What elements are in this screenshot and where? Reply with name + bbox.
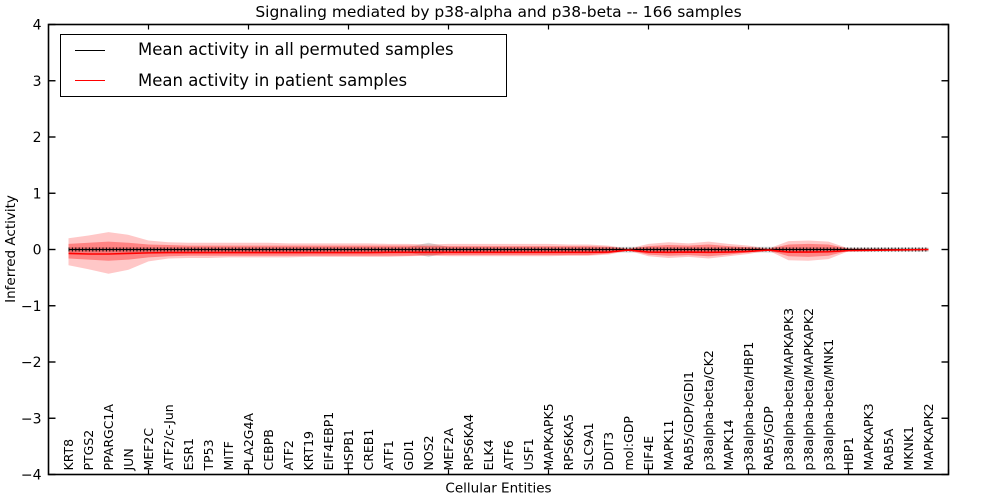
x-tick-label: CREB1 <box>361 429 376 471</box>
x-tick-label: DDIT3 <box>601 432 616 471</box>
legend-item-permuted: Mean activity in all permuted samples <box>61 40 506 59</box>
x-tick-label: PTGS2 <box>81 430 96 471</box>
x-tick-label: PLA2G4A <box>241 413 256 471</box>
x-tick-label: RAB5/GDP <box>761 406 776 471</box>
patient-line-swatch <box>75 80 105 82</box>
y-tick-label: 3 <box>33 74 42 90</box>
x-tick-label: ESR1 <box>181 438 196 470</box>
x-tick-label: RAB5A <box>881 428 896 470</box>
x-tick-label: ATF2/c-Jun <box>161 404 176 470</box>
x-tick-label: p38alpha-beta/CK2 <box>701 350 716 470</box>
y-tick-label: −4 <box>21 468 42 484</box>
legend: Mean activity in all permuted samples Me… <box>60 34 507 97</box>
x-tick-label: MAPK14 <box>721 419 736 470</box>
y-tick-label: −3 <box>21 411 42 427</box>
x-tick-label: HBP1 <box>841 437 856 470</box>
x-tick-label: PPARGC1A <box>101 404 116 471</box>
permuted-line-swatch <box>75 49 105 51</box>
chart-layers: 4 3 2 1 0 −1 −2 −3 −4 KRT8 PTGS2 PPARGC1A JUN MEF2C AT… <box>21 18 950 484</box>
x-tick-label: JUN <box>121 448 136 471</box>
legend-label-patient: Mean activity in patient samples <box>138 70 408 90</box>
x-tick-label: KRT8 <box>61 439 76 471</box>
x-tick-label: SLC9A1 <box>581 422 596 470</box>
x-tick-label: ATF2 <box>281 440 296 470</box>
y-tick-label: 2 <box>33 130 42 146</box>
y-axis-label: Inferred Activity <box>3 195 19 303</box>
x-tick-label: USF1 <box>521 438 536 470</box>
x-tick-label: p38alpha-beta/MAPKAPK3 <box>781 308 796 471</box>
x-tick-label: ATF6 <box>501 440 516 470</box>
x-tick-label: KRT19 <box>301 431 316 471</box>
x-tick-label: ELK4 <box>481 439 496 470</box>
x-tick-label: MAPKAPK5 <box>541 403 556 470</box>
y-tick-label: 4 <box>33 18 42 34</box>
x-axis-label: Cellular Entities <box>445 481 551 497</box>
x-tick-label: p38alpha-beta/MAPKAPK2 <box>801 308 816 471</box>
x-tick-label: RAB5/GDP/GDI1 <box>681 371 696 470</box>
legend-label-permuted: Mean activity in all permuted samples <box>138 40 454 59</box>
x-tick-label: mol:GDP <box>621 416 636 471</box>
x-tick-label: MITF <box>221 441 236 470</box>
x-tick-label: MAPKAPK2 <box>921 403 936 470</box>
chart-title: Signaling mediated by p38-alpha and p38-… <box>255 3 741 21</box>
x-tick-label: HSPB1 <box>341 429 356 470</box>
y-tick-label: −1 <box>21 299 42 315</box>
legend-item-patient: Mean activity in patient samples <box>61 70 506 90</box>
x-tick-label: TP53 <box>201 439 216 471</box>
x-tick-label: CEBPB <box>261 429 276 470</box>
patient-mean-line <box>68 248 929 255</box>
patient-inner-band <box>68 241 929 261</box>
x-tick-label: MAPKAPK3 <box>861 403 876 470</box>
x-tick-label: MKNK1 <box>901 426 916 470</box>
y-tick-label: 0 <box>33 243 42 259</box>
x-tick-label: MEF2A <box>441 428 456 471</box>
x-tick-label: NOS2 <box>421 435 436 470</box>
x-tick-label: EIF4E <box>641 436 656 471</box>
x-tick-label: p38alpha-beta/MNK1 <box>821 339 836 471</box>
x-tick-label: MEF2C <box>141 428 156 471</box>
x-tick-label: ATF1 <box>381 440 396 470</box>
x-tick-label: GDI1 <box>401 440 416 471</box>
y-tick-label: 1 <box>33 186 42 202</box>
x-tick-label: RPS6KA4 <box>461 414 476 471</box>
x-tick-label: MAPK11 <box>661 420 676 471</box>
x-tick-label: EIF4EBP1 <box>321 412 336 471</box>
y-tick-label: −2 <box>21 355 42 371</box>
x-tick-label: RPS6KA5 <box>561 414 576 471</box>
x-tick-label: p38alpha-beta/HBP1 <box>741 342 756 471</box>
